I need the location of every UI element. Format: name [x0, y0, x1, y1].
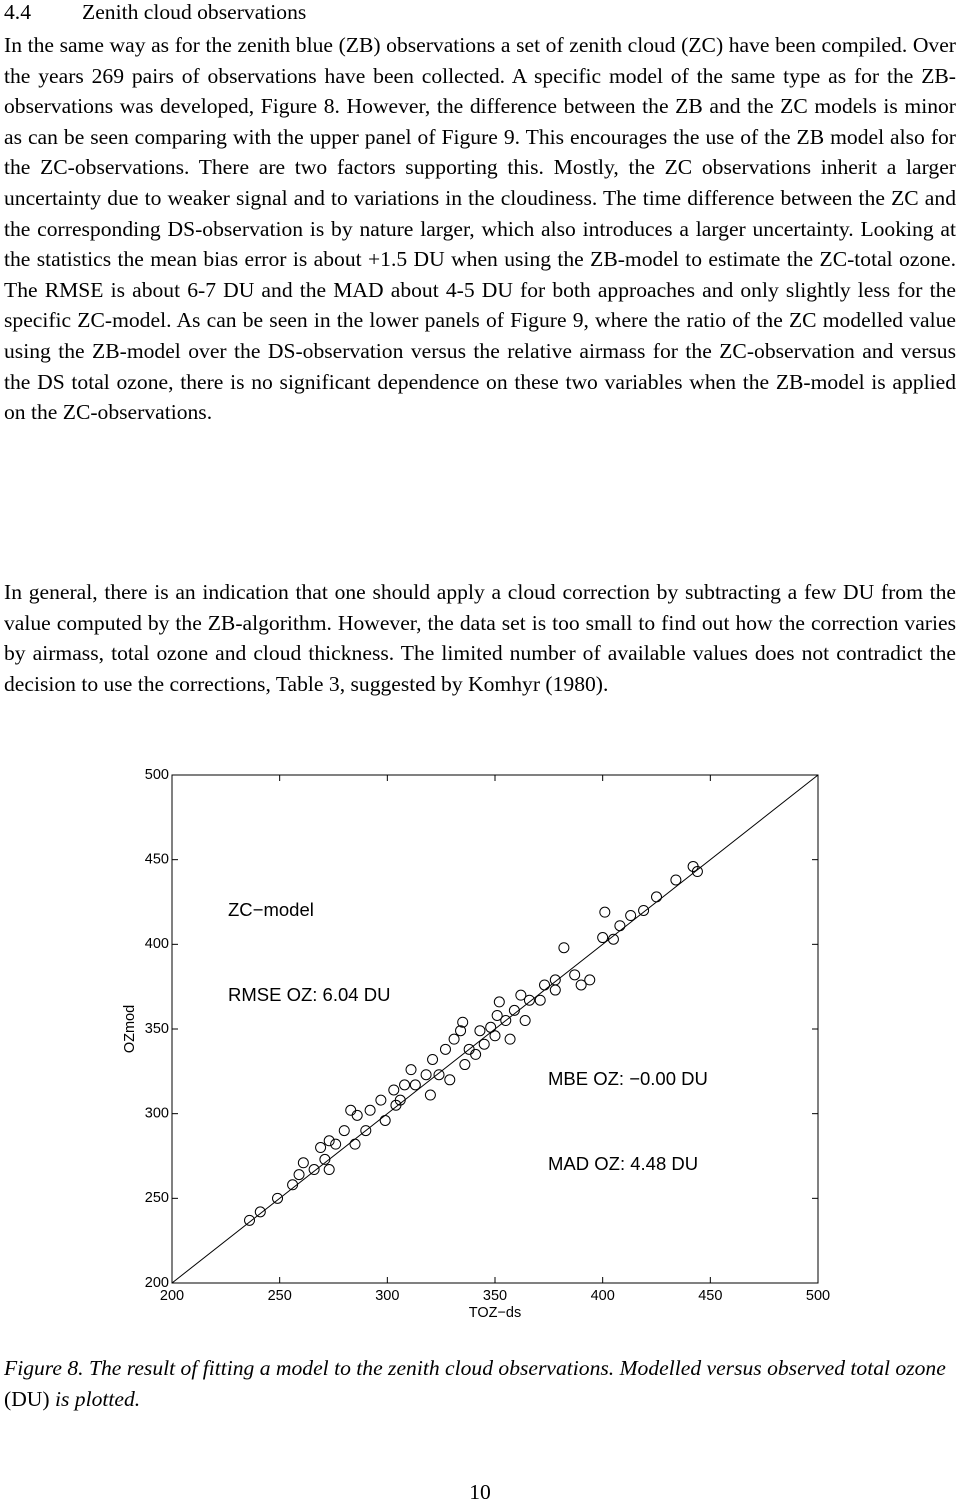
data-point: [470, 1048, 482, 1060]
y-tick-label: 400: [145, 936, 169, 952]
section-heading: 4.4 Zenith cloud observations: [4, 0, 306, 27]
data-point: [459, 1059, 471, 1071]
data-point: [625, 910, 637, 922]
data-point: [607, 933, 619, 945]
data-point: [315, 1142, 327, 1154]
annotation: RMSE OZ: 6.04 DU: [228, 984, 390, 1005]
y-tick-label: 200: [145, 1275, 169, 1291]
paragraph: In the same way as for the zenith blue (…: [4, 33, 956, 425]
caption-text: is plotted.: [54, 1386, 141, 1411]
data-point: [444, 1074, 456, 1086]
y-tick-label: 250: [145, 1190, 169, 1206]
data-point: [539, 979, 551, 991]
y-tick-label: 350: [145, 1021, 169, 1037]
data-point: [319, 1153, 331, 1165]
data-point: [597, 932, 609, 944]
data-point: [323, 1164, 335, 1176]
data-point: [519, 1015, 531, 1027]
x-tick-label: 450: [698, 1288, 722, 1304]
data-point: [670, 874, 682, 886]
data-point: [390, 1099, 402, 1111]
y-tick-label: 450: [145, 851, 169, 867]
x-tick-label: 300: [375, 1288, 399, 1304]
data-point: [420, 1069, 432, 1081]
page-number: 10: [469, 1480, 491, 1504]
data-point: [375, 1094, 387, 1106]
annotation: MAD OZ: 4.48 DU: [548, 1153, 698, 1174]
data-point: [379, 1114, 391, 1126]
data-point: [349, 1138, 361, 1150]
data-point: [457, 1016, 469, 1028]
data-point: [360, 1125, 372, 1137]
data-point: [638, 904, 650, 916]
data-point: [409, 1079, 421, 1091]
section-number: 4.4: [4, 0, 31, 24]
data-point: [439, 1043, 451, 1055]
data-point: [388, 1084, 400, 1096]
data-point: [558, 942, 570, 954]
data-point: [448, 1033, 460, 1045]
data-point: [297, 1157, 309, 1169]
data-point: [523, 994, 535, 1006]
data-point: [330, 1138, 342, 1150]
data-point: [427, 1053, 439, 1065]
data-point: [405, 1064, 417, 1076]
data-point: [338, 1125, 350, 1137]
y-tick-label: 300: [145, 1105, 169, 1121]
data-point: [489, 1030, 501, 1042]
data-point: [345, 1104, 357, 1116]
annotation: ZC−model: [228, 899, 314, 920]
data-point: [508, 1004, 520, 1016]
section-title: Zenith cloud observations: [82, 0, 307, 24]
data-point: [584, 974, 596, 986]
data-point: [614, 920, 626, 932]
data-point: [323, 1135, 335, 1147]
data-point: [293, 1169, 305, 1181]
annotation: MBE OZ: −0.00 DU: [548, 1068, 708, 1089]
data-point: [272, 1192, 284, 1204]
data-point: [254, 1206, 266, 1218]
data-point: [474, 1025, 486, 1037]
data-point: [651, 891, 662, 903]
caption-text: (DU): [4, 1386, 50, 1411]
x-tick-label: 200: [160, 1288, 184, 1304]
data-point: [549, 974, 561, 986]
x-tick-label: 350: [483, 1288, 507, 1304]
figure-caption: Figure 8. The result of fitting a model …: [4, 1353, 956, 1414]
data-point: [433, 1069, 445, 1081]
data-point: [569, 969, 581, 981]
data-point: [575, 979, 587, 991]
x-tick-label: 400: [591, 1288, 615, 1304]
data-point: [244, 1214, 256, 1226]
x-axis-label: TOZ−ds: [469, 1305, 522, 1321]
x-tick-label: 250: [268, 1288, 292, 1304]
paragraph: In general, there is an indication that …: [4, 580, 956, 696]
data-point: [534, 994, 546, 1006]
data-point: [351, 1109, 363, 1121]
x-tick-label: 500: [806, 1288, 830, 1304]
data-point: [515, 989, 527, 1001]
data-point: [549, 984, 561, 996]
data-point: [287, 1179, 299, 1191]
data-point: [500, 1015, 512, 1027]
data-point: [493, 996, 505, 1008]
data-point: [491, 1009, 503, 1021]
data-point: [599, 906, 611, 918]
figure-chart: 200 250 300 350 400 450 500 200 250 300 350 400 450 5…: [122, 767, 830, 1321]
y-axis-label: OZmod: [122, 1005, 138, 1053]
caption-text: Figure 8. The result of fitting a model …: [4, 1356, 946, 1380]
data-point: [424, 1089, 436, 1101]
y-tick-label: 500: [145, 767, 169, 783]
data-point: [691, 866, 703, 878]
data-point: [504, 1033, 516, 1045]
data-point: [455, 1025, 467, 1037]
data-point: [485, 1021, 497, 1033]
data-point: [399, 1079, 411, 1091]
data-point: [364, 1104, 376, 1116]
data-point: [478, 1038, 490, 1050]
data-point: [308, 1164, 320, 1176]
